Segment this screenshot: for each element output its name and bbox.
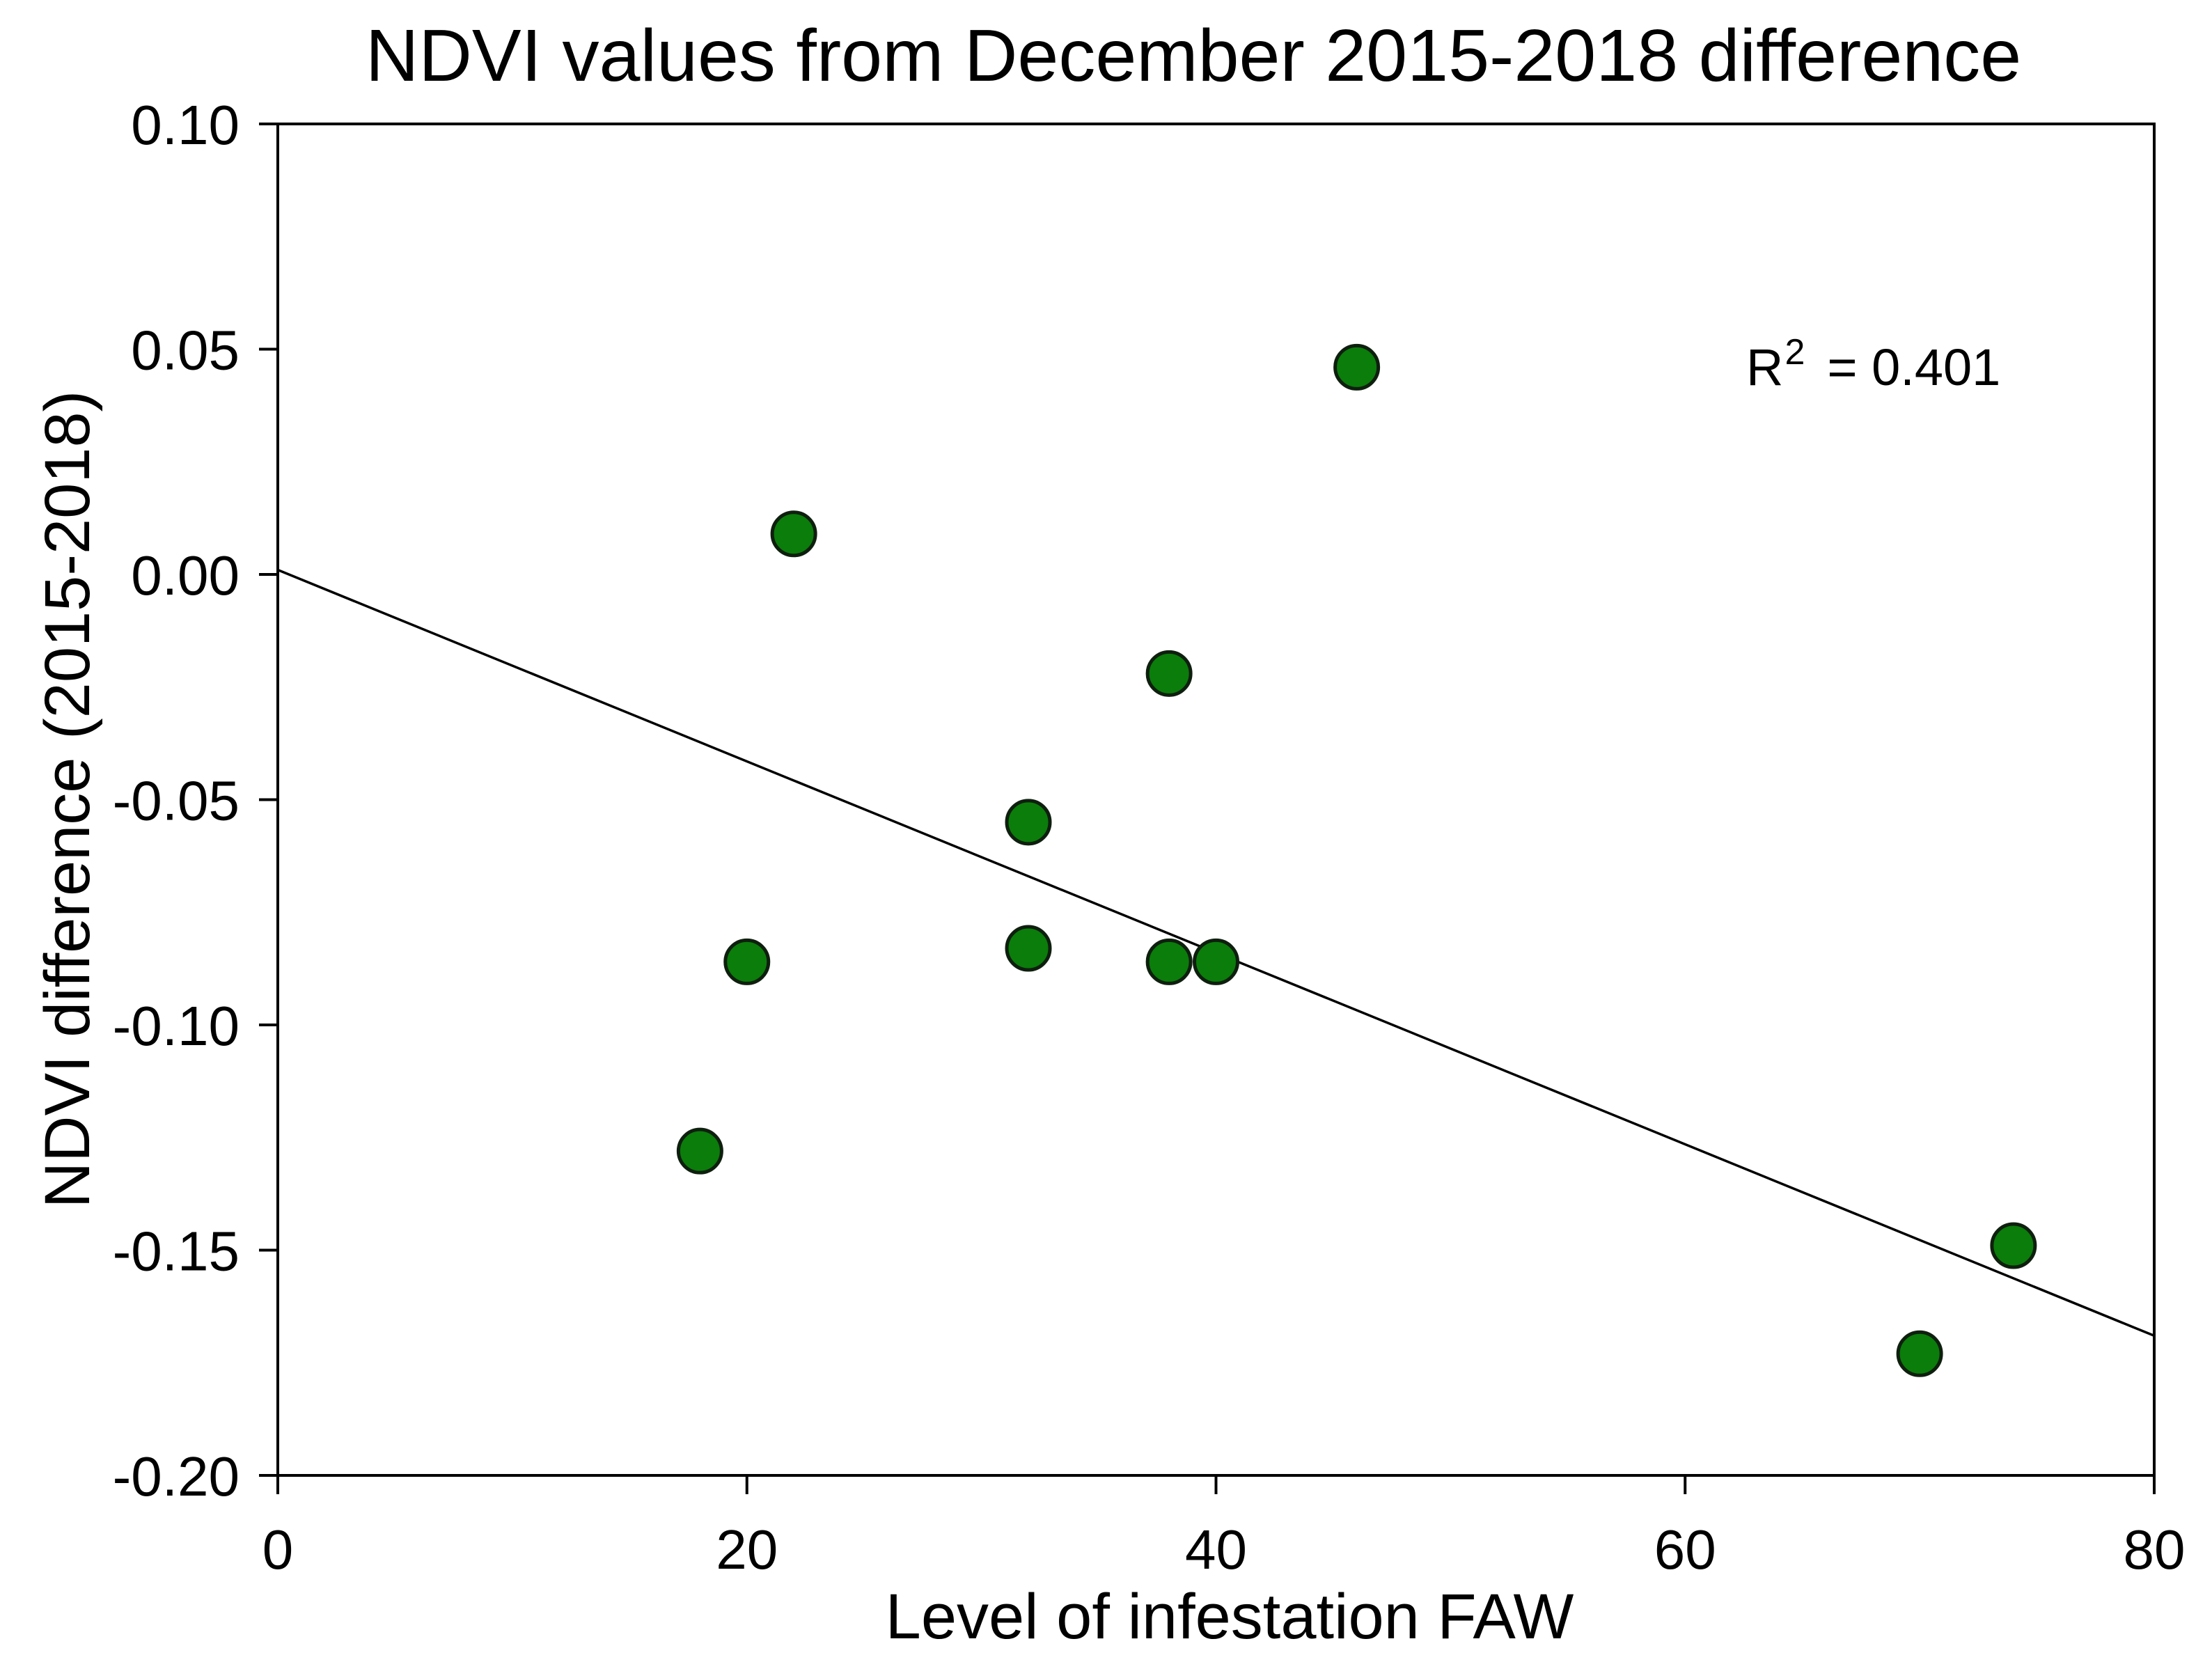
data-point [1145,938,1193,985]
y-tick-label: 0.00 [131,544,240,606]
plot-frame [276,123,2156,1477]
chart-title: NDVI values from December 2015-2018 diff… [366,15,2021,97]
y-tick-label: 0.05 [131,320,240,382]
x-tick-label: 0 [262,1519,294,1581]
data-points [676,343,2037,1377]
data-point [1896,1330,1943,1377]
r-squared-value: = 0.401 [1827,338,2000,396]
data-point [1005,925,1052,972]
x-tick-label: 20 [716,1519,778,1581]
data-point [676,1127,723,1175]
y-tick-label: -0.10 [113,995,240,1057]
x-tick-label: 40 [1185,1519,1247,1581]
data-point [1005,799,1052,846]
data-point [770,510,817,558]
y-tick-label: -0.15 [113,1221,240,1283]
y-tick-label: 0.10 [131,94,240,156]
data-point [723,938,771,985]
data-point [1333,343,1381,391]
x-tick-label: 80 [2124,1519,2186,1581]
data-point [1193,938,1239,985]
data-point [1990,1222,2037,1269]
y-tick-label: -0.20 [113,1445,240,1507]
x-tick-label: 60 [1654,1519,1716,1581]
x-axis: 0 20 40 60 80 [262,1475,2186,1581]
r-squared-symbol: R [1746,338,1783,396]
y-axis: 0.10 0.05 0.00 -0.05 -0.10 -0.15 -0.20 [113,94,278,1507]
x-axis-label: Level of infestation FAW [886,1581,1574,1652]
data-point [1145,650,1193,697]
r-squared-exponent: 2 [1784,332,1805,373]
y-tick-label: -0.05 [113,770,240,832]
r-squared-annotation: R2 = 0.401 [1746,332,2000,396]
y-axis-label: NDVI difference (2015-2018) [32,391,103,1209]
